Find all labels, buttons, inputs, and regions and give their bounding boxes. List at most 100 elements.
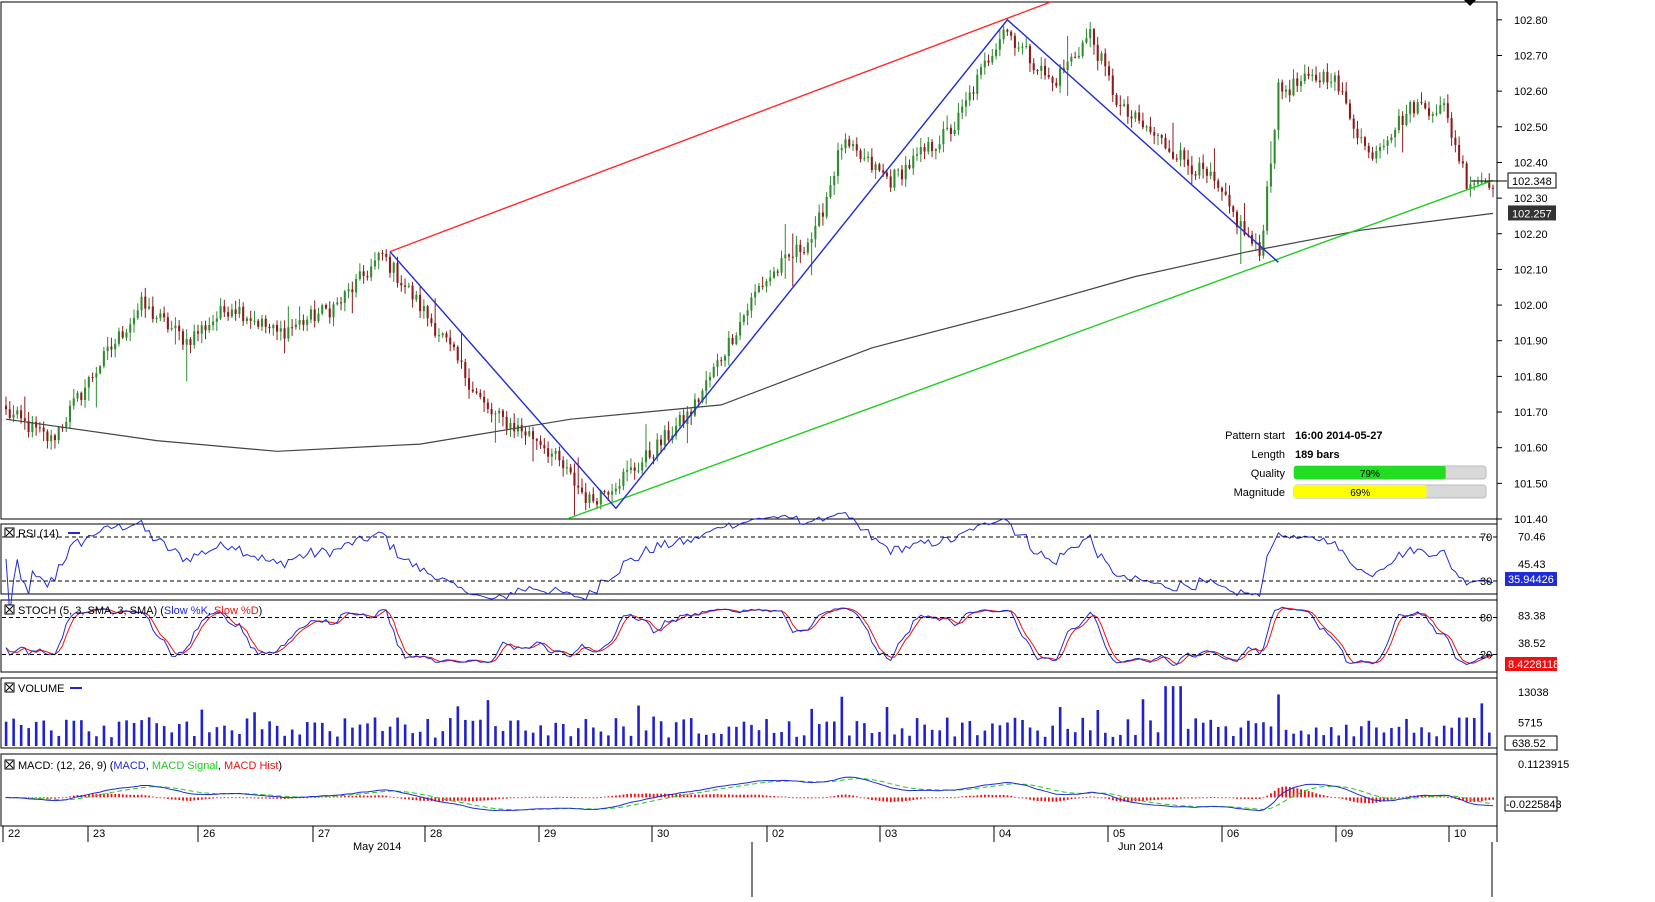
candle-body — [667, 430, 670, 440]
candle-body — [757, 285, 760, 292]
candle-body — [611, 491, 614, 495]
candle-body — [1002, 29, 1005, 40]
macd-hist-bar — [193, 797, 196, 801]
volume-bar — [1405, 718, 1408, 746]
macd-hist-bar — [468, 797, 471, 802]
volume-bar — [727, 726, 731, 746]
macd-hist-bar — [216, 797, 218, 799]
candle-body — [1469, 184, 1472, 189]
macd-hist-bar — [1194, 797, 1197, 799]
candle-body — [1017, 47, 1020, 49]
volume-bar — [223, 725, 226, 746]
candle-body — [1360, 137, 1363, 139]
candle-body — [452, 344, 456, 348]
candle-body — [840, 148, 843, 151]
volume-bar — [960, 722, 964, 746]
candle-body — [844, 139, 847, 149]
volume-bar — [1216, 726, 1220, 746]
macd-hist-bar — [1160, 797, 1163, 800]
macd-title-sep: , — [218, 760, 224, 772]
volume-bar — [561, 723, 565, 746]
candle-body — [272, 325, 275, 329]
macd-hist-bar — [69, 796, 71, 798]
macd-hist-bar — [408, 797, 410, 800]
candle-body — [754, 291, 757, 298]
candle-body — [1382, 145, 1385, 148]
candle-body — [355, 279, 358, 293]
candle-body — [900, 169, 903, 180]
candle-body — [562, 460, 565, 469]
candle-body — [8, 409, 11, 418]
volume-bar — [554, 722, 558, 746]
volume-bar — [1036, 730, 1039, 746]
volume-bar — [4, 721, 8, 746]
volume-bar — [539, 725, 542, 746]
macd-hist-bar — [27, 797, 30, 799]
candle-body — [1153, 132, 1156, 136]
macd-hist-bar — [400, 797, 403, 799]
macd-hist-bar — [1292, 787, 1295, 798]
price-tick-label: 101.40 — [1514, 514, 1548, 526]
day-label: 02 — [772, 828, 784, 840]
candle-body — [1006, 29, 1009, 32]
macd-hist-bar — [667, 793, 670, 798]
candle-body — [772, 271, 776, 278]
macd-hist-bar — [878, 797, 881, 801]
macd-hist-bar — [743, 794, 745, 798]
candle-body — [362, 271, 365, 277]
candle-body — [723, 356, 727, 361]
price-tick-label: 102.70 — [1514, 50, 1548, 62]
candle-body — [607, 492, 610, 495]
candle-body — [46, 431, 49, 442]
price-tick-label: 102.30 — [1514, 193, 1548, 205]
macd-hist-bar — [840, 794, 843, 798]
volume-bar — [72, 720, 76, 746]
candle-body — [720, 360, 723, 362]
candle-body — [148, 306, 151, 309]
volume-bar — [674, 722, 678, 746]
ma-value-box — [1508, 205, 1556, 221]
candle-body — [599, 491, 602, 505]
volume-bar — [57, 735, 61, 746]
candle-body — [385, 253, 388, 257]
volume-bar — [19, 724, 23, 746]
macd-hist-bar — [517, 797, 519, 799]
candle-body — [882, 170, 885, 173]
macd-hist-bar — [1251, 797, 1254, 800]
volume-bar — [464, 719, 467, 746]
candle-body — [878, 164, 881, 171]
candle-body — [1288, 89, 1291, 96]
macd-hist-bar — [1006, 795, 1009, 798]
volume-bar — [1104, 732, 1107, 746]
candle-body — [596, 501, 599, 505]
candle-body — [912, 155, 915, 169]
macd-hist-bar — [1473, 797, 1476, 802]
macd-hist-bar — [1420, 795, 1423, 798]
macd-hist-bar — [1051, 797, 1054, 802]
macd-hist-bar — [1330, 796, 1333, 798]
candle-body — [979, 67, 983, 75]
volume-bar — [644, 730, 648, 746]
candle-body — [181, 331, 184, 345]
macd-hist-bar — [1093, 796, 1095, 798]
candle-body — [622, 471, 625, 486]
rsi-line — [5, 511, 1494, 615]
macd-hist-bar — [1104, 797, 1107, 799]
volume-bar — [1088, 730, 1092, 746]
candle-body — [995, 49, 998, 57]
volume-bar — [1307, 734, 1310, 746]
macd-hist-bar — [204, 797, 207, 800]
macd-hist-bar — [1014, 796, 1016, 798]
macd-hist-bar — [682, 794, 685, 798]
volume-tick-label: 5715 — [1518, 717, 1542, 729]
candle-body — [471, 389, 474, 392]
macd-hist-bar — [524, 797, 527, 799]
candle-body — [569, 467, 572, 473]
macd-hist-bar — [39, 797, 41, 799]
volume-bar — [27, 728, 30, 746]
candle-body — [1330, 81, 1333, 83]
candle-body — [934, 149, 937, 151]
candle-body — [727, 337, 730, 357]
candle-body — [1145, 126, 1148, 128]
